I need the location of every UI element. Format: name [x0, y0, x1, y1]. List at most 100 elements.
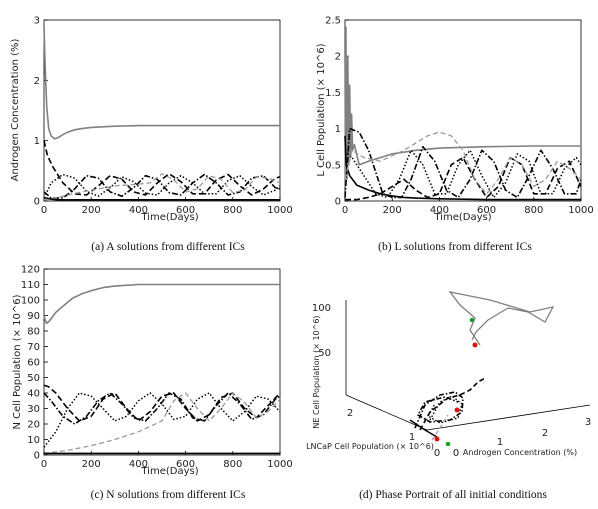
- series-line-black-solid: [44, 197, 280, 201]
- ytick-label: 60: [27, 358, 40, 369]
- xtick-label: 0: [41, 459, 47, 470]
- xtick-label: 0: [342, 205, 348, 216]
- xtick-label: 200: [383, 205, 402, 216]
- panel-d-x-axis: [426, 404, 591, 431]
- panel-d-caption: (d) Phase Portrait of all initial condit…: [359, 489, 547, 501]
- ytick-label: 80: [27, 327, 40, 338]
- ytick-label: 90: [27, 311, 40, 322]
- panel-b-xlabel: Time(Days): [433, 212, 491, 223]
- panel-a: 0 1 2 3 0 200 400 600 800 1000 Time(Days) Androg…: [10, 16, 293, 254]
- ytick-label: 120: [21, 265, 40, 276]
- panel-d-xtick: 1: [497, 437, 503, 448]
- series-line-black-dashdot: [344, 127, 582, 199]
- ytick-label: 0: [34, 451, 40, 462]
- series-line-gray-solid: [43, 25, 280, 140]
- panel-c-ylabel: N Cell Population (× 10^6): [12, 294, 23, 429]
- panel-a-frame: [43, 19, 281, 202]
- series-line-gray-solid: [344, 26, 581, 194]
- ytick-label: 30: [27, 404, 40, 415]
- xtick-label: 600: [176, 205, 195, 216]
- series-line-gray-dashed: [344, 131, 582, 195]
- ytick-label: 0: [34, 197, 40, 208]
- phase-end-point: [454, 407, 460, 413]
- ytick-label: 2: [335, 52, 341, 63]
- panel-d-xtick: 0: [453, 448, 459, 459]
- xtick-label: 600: [477, 205, 496, 216]
- panel-c-yticks: 0 10 20 30 40 50 60 70 80 90 100 110 120: [21, 265, 48, 462]
- panel-d-ylabel: LNCaP Cell Population (× 10^6): [306, 442, 434, 451]
- ytick-label: 0.5: [325, 160, 341, 171]
- panel-c-frame: [43, 268, 281, 456]
- panel-c-xlabel: Time(Days): [140, 466, 198, 477]
- series-line-gray-dashed: [43, 173, 281, 201]
- panel-d-ytick: 2: [347, 408, 353, 419]
- xtick-label: 800: [223, 459, 242, 470]
- phase-trajectory-black-dashdot: [414, 391, 464, 429]
- xtick-label: 1000: [267, 459, 292, 470]
- xtick-label: 800: [223, 205, 242, 216]
- series-line-black-dashdot: [43, 173, 281, 199]
- panel-a-xlabel: Time(Days): [140, 212, 198, 223]
- xtick-label: 600: [176, 459, 195, 470]
- series-line-gray-dashed: [43, 392, 281, 455]
- series-line-black-dashed: [43, 384, 281, 422]
- phase-start-point: [469, 317, 475, 323]
- panel-b-lines: [344, 26, 582, 201]
- xtick-label: 800: [524, 205, 543, 216]
- panel-a-lines: [43, 25, 281, 201]
- ytick-label: 1.5: [325, 88, 341, 99]
- ytick-label: 2.5: [325, 16, 341, 27]
- panel-d-xtick: 3: [585, 417, 591, 428]
- xtick-label: 200: [82, 459, 101, 470]
- panel-d-xlabel: Androgen Concentration (%): [463, 448, 577, 457]
- panel-d-y-axis: [345, 394, 428, 431]
- phase-trajectory-black-solid: [409, 419, 438, 438]
- ytick-label: 3: [34, 16, 40, 27]
- phase-trajectory-black-dotted: [427, 395, 463, 424]
- xtick-label: 1000: [267, 205, 292, 216]
- panel-c-lines: [43, 283, 281, 455]
- series-line-black-solid: [344, 135, 581, 201]
- phase-end-point: [434, 436, 440, 442]
- xtick-label: 0: [41, 205, 47, 216]
- panel-d-ytick: 0: [434, 448, 440, 459]
- ytick-label: 1: [34, 136, 40, 147]
- ytick-label: 50: [27, 373, 40, 384]
- ytick-label: 2: [34, 76, 40, 87]
- panel-b: 0 0.5 1 1.5 2 2.5 0 200 400 600 800 1000 Time(Days…: [316, 16, 594, 254]
- panel-b-ylabel: L Cell Population (× 10^6): [316, 43, 327, 176]
- xtick-label: 1000: [568, 205, 593, 216]
- panel-d: 100 50 2 1 0 0 1 2 3 NE Cell Population …: [306, 291, 591, 501]
- panel-c-caption: (c) N solutions from different ICs: [91, 489, 246, 501]
- panel-d-zlabel: NE Cell Population (× 10^6): [312, 315, 321, 428]
- panel-c-xticks: 0 200 400 600 800 1000: [41, 451, 293, 470]
- panel-a-yticks: 0 1 2 3: [34, 16, 48, 208]
- ytick-label: 0: [335, 197, 341, 208]
- panel-d-ztick: 50: [318, 348, 331, 359]
- series-line-gray-solid: [43, 283, 280, 325]
- ytick-label: 10: [27, 435, 40, 446]
- ytick-label: 1: [335, 124, 341, 135]
- series-line-black-dotted: [43, 173, 281, 199]
- panel-b-caption: (b) L solutions from different ICs: [378, 241, 532, 253]
- ytick-label: 20: [27, 420, 40, 431]
- panel-c: 0 10 20 30 40 50 60 70 80 90 100 110 120 0 200 400 600 8…: [12, 265, 293, 502]
- ytick-label: 110: [21, 280, 40, 291]
- xtick-label: 400: [129, 205, 148, 216]
- series-line-black-dashdot: [43, 392, 281, 425]
- panel-a-ylabel: Androgen Concentration (%): [10, 39, 21, 182]
- series-line-black-dashed: [43, 140, 281, 196]
- panel-a-caption: (a) A solutions from different ICs: [91, 241, 245, 253]
- panel-d-ztick: 100: [312, 303, 331, 314]
- panel-d-xtick: 2: [542, 428, 548, 439]
- phase-trajectory-gray-dashed: [431, 414, 449, 441]
- ytick-label: 100: [21, 296, 40, 307]
- panel-d-ytick: 1: [409, 432, 415, 443]
- xtick-label: 400: [129, 459, 148, 470]
- phase-trajectory-gray: [448, 291, 555, 346]
- xtick-label: 200: [82, 205, 101, 216]
- ytick-label: 40: [27, 389, 40, 400]
- series-line-black-dotted: [344, 149, 582, 199]
- xtick-label: 400: [430, 205, 449, 216]
